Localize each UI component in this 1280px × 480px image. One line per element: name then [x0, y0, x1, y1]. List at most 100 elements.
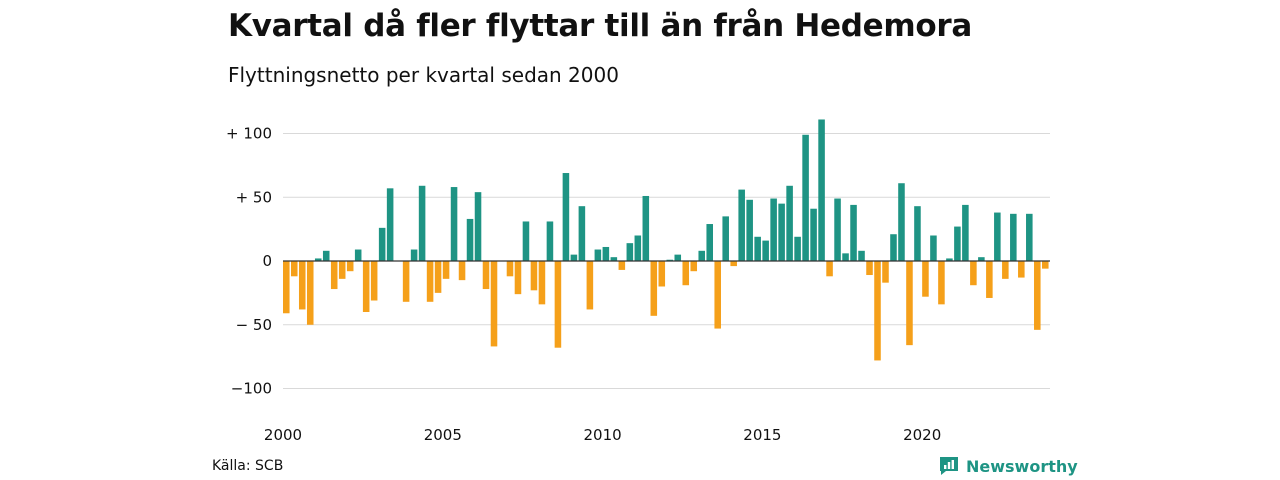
bar — [1018, 261, 1025, 278]
bar — [578, 206, 586, 261]
bar — [538, 261, 546, 305]
bar — [690, 261, 698, 272]
bar — [362, 261, 370, 312]
bar — [738, 189, 745, 261]
bar — [658, 261, 666, 287]
bar — [874, 261, 881, 361]
x-tick-label: 2020 — [903, 426, 941, 444]
bar — [346, 261, 354, 272]
bar — [850, 204, 857, 261]
y-tick-label: + 100 — [226, 125, 272, 143]
bar — [554, 261, 562, 348]
x-tick-label: 2010 — [583, 426, 621, 444]
bar — [970, 261, 977, 286]
bar — [402, 261, 410, 302]
bar — [698, 250, 706, 261]
bar — [570, 254, 578, 262]
bar — [290, 261, 298, 277]
bar — [1010, 213, 1017, 261]
y-tick-label: 0 — [262, 252, 272, 270]
bar — [890, 234, 897, 261]
bar — [1034, 261, 1041, 330]
y-tick-label: − 50 — [236, 316, 272, 334]
bar — [666, 259, 674, 261]
bar — [610, 257, 618, 261]
bar — [426, 261, 434, 302]
bar — [298, 261, 306, 310]
bar — [626, 243, 634, 261]
bar — [354, 249, 362, 261]
bar — [1026, 213, 1033, 261]
bar — [386, 188, 394, 261]
bar — [466, 218, 474, 261]
brand-name: Newsworthy — [966, 456, 1078, 476]
bar — [458, 261, 466, 281]
axes: + 100 + 50 0 − 50 −100 2000 2005 2010 2015 2020 — [226, 125, 1050, 444]
newsworthy-logo-icon — [940, 457, 958, 475]
x-tick-label: 2000 — [264, 426, 302, 444]
bar — [378, 227, 386, 261]
bar — [418, 185, 426, 261]
bar — [882, 261, 889, 283]
bar — [954, 226, 961, 261]
bar — [522, 221, 530, 261]
bar — [714, 261, 721, 329]
bar — [562, 173, 570, 261]
bar — [730, 261, 737, 267]
bar — [594, 249, 602, 261]
bar — [898, 183, 905, 261]
bar — [866, 261, 873, 276]
bar — [602, 246, 610, 261]
bar — [826, 261, 833, 277]
bar — [722, 216, 729, 262]
bars — [283, 119, 1049, 361]
bar — [842, 253, 849, 261]
bar — [530, 261, 538, 291]
bar — [930, 235, 937, 261]
bar — [586, 261, 594, 310]
bar — [682, 261, 690, 286]
bar — [650, 261, 658, 316]
bar — [482, 261, 490, 290]
y-tick-label: −100 — [231, 380, 272, 398]
bar — [506, 261, 514, 277]
bar — [962, 204, 969, 261]
x-tick-label: 2015 — [743, 426, 781, 444]
bar — [434, 261, 442, 293]
x-tick-label: 2005 — [424, 426, 462, 444]
bar — [938, 261, 945, 305]
brand-logo[interactable]: Newsworthy — [938, 456, 1078, 476]
bar — [338, 261, 346, 279]
bar — [322, 250, 330, 261]
bar — [794, 236, 801, 261]
bar — [514, 261, 522, 295]
bar — [410, 249, 418, 261]
bar — [450, 187, 458, 261]
bar — [474, 192, 482, 261]
bar — [770, 198, 777, 261]
bar — [674, 254, 682, 262]
source-note: Källa: SCB — [212, 458, 284, 474]
bar — [618, 261, 626, 270]
bar — [762, 240, 769, 261]
bar — [810, 208, 817, 261]
bar — [1002, 261, 1009, 279]
bar — [914, 206, 921, 261]
bar — [706, 224, 713, 261]
bar — [283, 261, 290, 314]
chart-subtitle: Flyttningsnetto per kvartal sedan 2000 — [228, 63, 619, 87]
bar — [818, 119, 825, 261]
bar — [1042, 261, 1049, 269]
bar — [746, 199, 753, 261]
bar — [306, 261, 314, 325]
bar — [754, 236, 761, 261]
bar — [370, 261, 378, 301]
bar — [314, 258, 322, 261]
chart-title: Kvartal då fler flyttar till än från Hed… — [228, 8, 972, 44]
bar — [778, 203, 785, 261]
bar — [906, 261, 913, 346]
bar — [858, 250, 865, 261]
bar — [978, 257, 985, 261]
bar — [922, 261, 929, 297]
